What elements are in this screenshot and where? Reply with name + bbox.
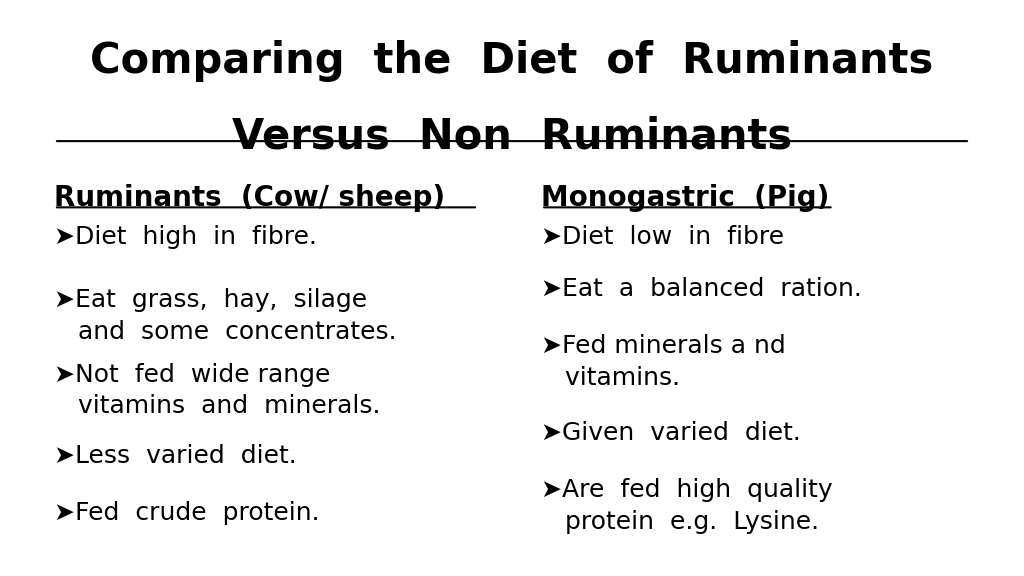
Text: ➤Diet  low  in  fibre: ➤Diet low in fibre (542, 225, 784, 249)
Text: ➤Eat  grass,  hay,  silage
   and  some  concentrates.: ➤Eat grass, hay, silage and some concent… (54, 288, 396, 344)
Text: ➤Given  varied  diet.: ➤Given varied diet. (542, 420, 801, 445)
Text: Versus  Non  Ruminants: Versus Non Ruminants (232, 115, 792, 157)
Text: ➤Eat  a  balanced  ration.: ➤Eat a balanced ration. (542, 276, 862, 301)
Text: ➤Not  fed  wide range
   vitamins  and  minerals.: ➤Not fed wide range vitamins and mineral… (54, 363, 381, 419)
Text: ➤Are  fed  high  quality
   protein  e.g.  Lysine.: ➤Are fed high quality protein e.g. Lysin… (542, 478, 833, 534)
Text: ➤Diet  high  in  fibre.: ➤Diet high in fibre. (54, 225, 317, 249)
Text: Monogastric  (Pig): Monogastric (Pig) (542, 184, 829, 213)
Text: Comparing  the  Diet  of  Ruminants: Comparing the Diet of Ruminants (90, 40, 934, 82)
Text: Ruminants  (Cow/ sheep): Ruminants (Cow/ sheep) (54, 184, 445, 213)
Text: ➤Fed  crude  protein.: ➤Fed crude protein. (54, 501, 319, 525)
Text: ➤Less  varied  diet.: ➤Less varied diet. (54, 444, 297, 468)
Text: ➤Fed minerals a nd
   vitamins.: ➤Fed minerals a nd vitamins. (542, 334, 786, 390)
